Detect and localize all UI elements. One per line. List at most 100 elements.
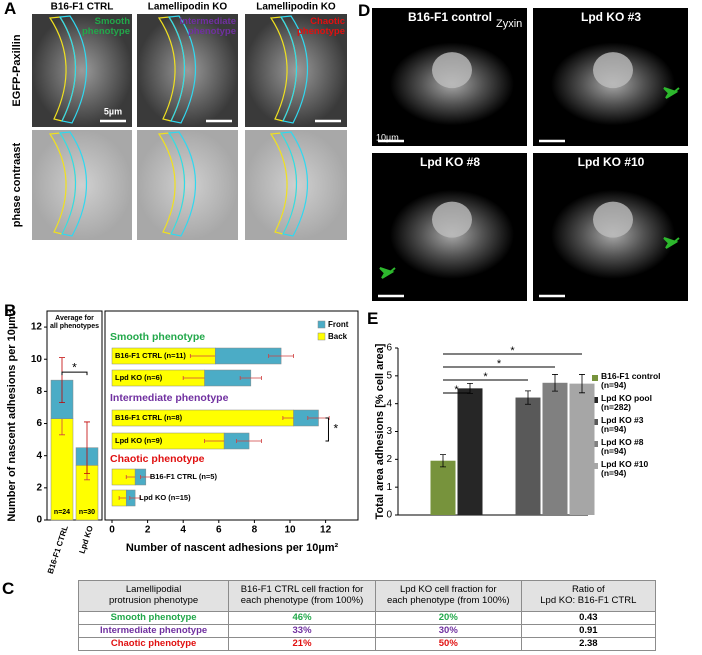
- x-tick-label: 6: [216, 525, 222, 536]
- roi-outline-front: [58, 15, 88, 124]
- arrow: [379, 267, 396, 279]
- table-header: Lamellipodial protrusion phenotype: [77, 580, 230, 612]
- roi-outline-front: [167, 131, 197, 237]
- panel-label: E: [367, 309, 379, 328]
- micrograph: [32, 130, 132, 240]
- phenotype-label: Chaotic phenotype: [296, 16, 345, 38]
- arrow: [663, 87, 680, 99]
- table-header: Ratio of Lpd KO: B16-F1 CTRL: [520, 580, 657, 612]
- table-cell: 20%: [374, 611, 522, 625]
- legend-label: Front: [328, 320, 349, 329]
- stain-label: Zyxin: [496, 18, 522, 30]
- chart-title: Average for all phenotypes: [49, 315, 99, 330]
- image-title: Lpd KO #10: [578, 155, 645, 169]
- table-header: Lpd KO cell fraction for each phenotype …: [374, 580, 522, 612]
- x-tick-label: 4: [180, 525, 186, 536]
- phenotype-label: Smooth phenotype: [81, 16, 130, 38]
- legend-label: Lpd KO #3 (n=94): [601, 415, 644, 435]
- x-tick-label: 0: [109, 525, 115, 536]
- y-tick-label: B16-F1 CTRL (n=5): [150, 472, 218, 481]
- y-tick-label: 6: [386, 343, 392, 354]
- legend-swatch: [592, 463, 598, 469]
- bar: [430, 460, 456, 515]
- image-title: B16-F1 control: [408, 10, 492, 24]
- y-tick-label: 0: [36, 515, 42, 526]
- image-title: Lpd KO #3: [581, 10, 641, 24]
- table-cell: Chaotic phenotype: [77, 637, 230, 651]
- table-cell: 50%: [374, 637, 522, 651]
- y-tick-label: 4: [386, 398, 392, 409]
- table-cell: 2.38: [520, 637, 657, 651]
- scale-label: 10µm: [376, 132, 399, 142]
- significance-bracket: [325, 417, 329, 442]
- bar: [569, 383, 595, 515]
- y-tick-label: B16-F1 CTRL (n=11): [115, 351, 186, 360]
- y-tick-label: 4: [36, 450, 42, 461]
- bar-label: n=24: [54, 509, 70, 516]
- legend-swatch: [317, 320, 326, 329]
- table-cell: 33%: [228, 624, 376, 638]
- y-axis-label: Number of nascent adhesions per 10µm²: [6, 309, 18, 522]
- plot-frame: [104, 310, 359, 521]
- y-tick-label: 12: [31, 322, 43, 333]
- table-cell: 0.91: [520, 624, 657, 638]
- bar: [515, 397, 541, 515]
- table-cell: Smooth phenotype: [77, 611, 230, 625]
- legend-swatch: [592, 375, 598, 381]
- y-tick-label: Lpd KO (n=15): [139, 493, 191, 502]
- x-tick-label: B16-F1 CTRL: [46, 524, 70, 575]
- y-axis-label: Total area adhesions [% cell area]: [374, 343, 386, 519]
- phenotype-table: Lamellipodial protrusion phenotype B16-F1…: [77, 580, 657, 651]
- significance: *: [497, 358, 502, 370]
- error-bar: [268, 354, 294, 358]
- x-tick-label: 2: [145, 525, 151, 536]
- x-axis-label: Number of nascent adhesions per 10µm²: [126, 542, 339, 554]
- significance: *: [72, 360, 77, 374]
- error-bar: [552, 374, 558, 392]
- nucleus: [432, 201, 472, 238]
- error-bar: [236, 439, 262, 443]
- legend-swatch: [592, 441, 598, 447]
- x-tick-label: 10: [284, 525, 296, 536]
- nucleus: [593, 201, 633, 238]
- error-bar: [440, 454, 446, 468]
- group-label: Chaotic phenotype: [110, 453, 205, 465]
- significance: *: [333, 422, 338, 436]
- table-row: Chaotic phenotype 21% 50% 2.38: [77, 637, 657, 651]
- column-title: Lamellipodin KO: [148, 2, 228, 13]
- table-header: B16-F1 CTRL cell fraction for each pheno…: [228, 580, 376, 612]
- legend-label: Lpd KO #10 (n=94): [601, 459, 649, 479]
- y-tick-label: Lpd KO (n=6): [115, 373, 163, 382]
- legend-label: Back: [328, 332, 348, 341]
- table-row: Intermediate phenotype 33% 30% 0.91: [77, 624, 657, 638]
- error-bar: [239, 376, 262, 380]
- x-tick-label: Lpd KO: [77, 524, 94, 554]
- legend-swatch: [592, 419, 598, 425]
- significance: *: [454, 384, 459, 396]
- y-tick-label: B16-F1 CTRL (n=8): [115, 413, 183, 422]
- significance: *: [483, 371, 488, 383]
- roi-outline-front: [279, 131, 309, 237]
- legend-swatch: [592, 397, 598, 403]
- nucleus: [593, 52, 633, 89]
- table-cell: Intermediate phenotype: [77, 624, 230, 638]
- y-tick-label: 6: [36, 418, 42, 429]
- error-bar: [525, 390, 531, 405]
- table-cell: 21%: [228, 637, 376, 651]
- column-title: B16-F1 CTRL: [51, 2, 114, 13]
- bar: [457, 388, 483, 515]
- bar-label: n=30: [79, 509, 95, 516]
- legend-label: B16-F1 control (n=94): [601, 371, 661, 391]
- panel-label: C: [2, 579, 15, 598]
- y-tick-label: 10: [31, 354, 43, 365]
- y-tick-label: 8: [36, 386, 42, 397]
- bar: [542, 382, 568, 515]
- y-tick-label: 2: [386, 454, 392, 465]
- legend-label: Lpd KO pool (n=282): [601, 393, 652, 413]
- arrow: [663, 237, 680, 249]
- x-tick-label: 8: [252, 525, 258, 536]
- panel-label: D: [358, 1, 371, 20]
- legend-label: Lpd KO #8 (n=94): [601, 437, 644, 457]
- panel-label: A: [4, 0, 17, 18]
